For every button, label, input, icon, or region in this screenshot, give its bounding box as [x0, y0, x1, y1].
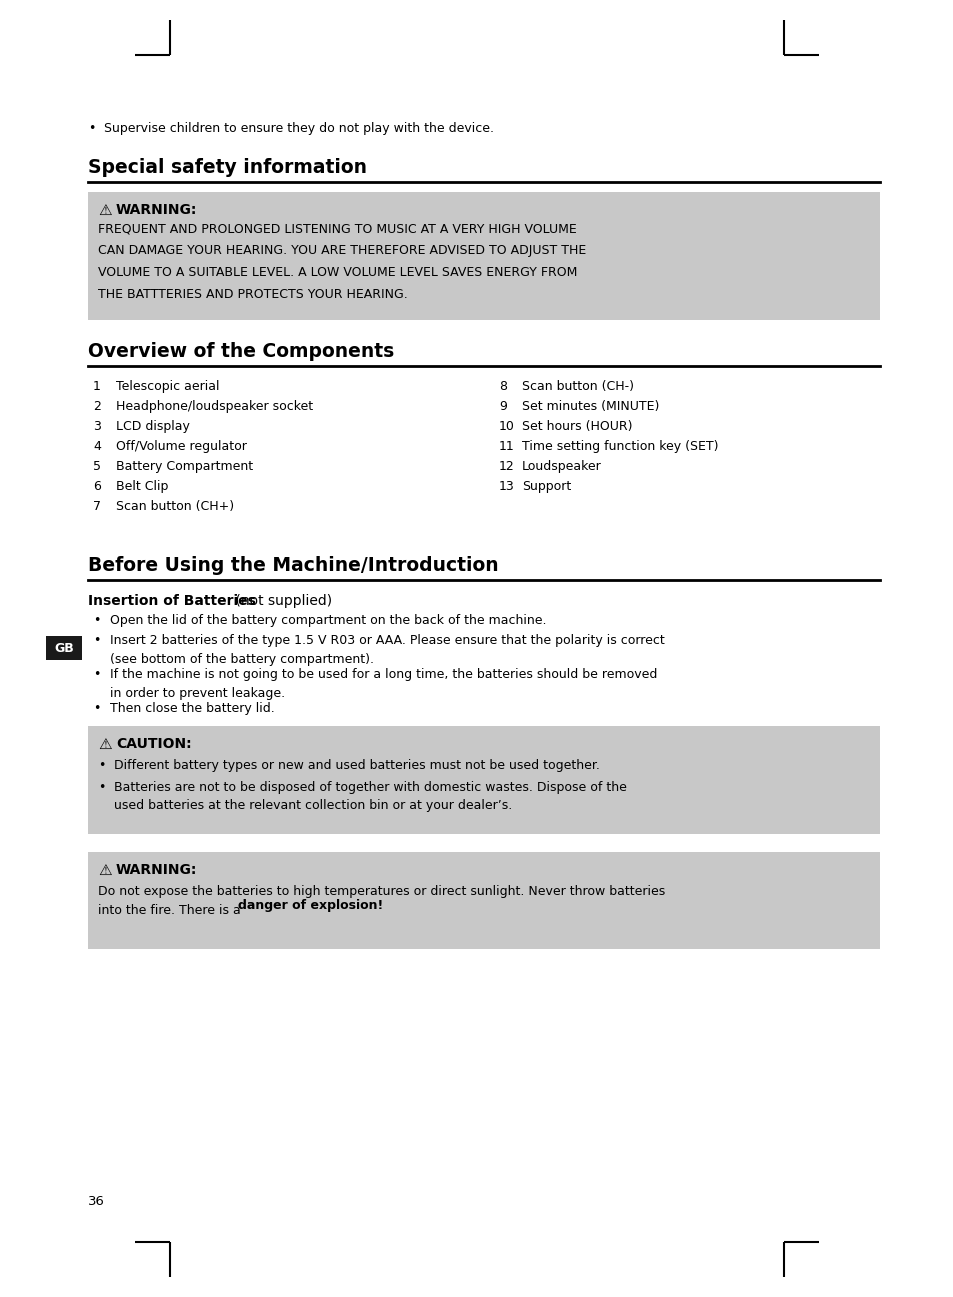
Text: Off/Volume regulator: Off/Volume regulator: [116, 440, 247, 453]
Text: Do not expose the batteries to high temperatures or direct sunlight. Never throw: Do not expose the batteries to high temp…: [98, 885, 664, 917]
Bar: [46, 636, 82, 660]
Text: 5: 5: [92, 460, 101, 473]
Text: 8: 8: [498, 380, 506, 393]
Text: CAUTION:: CAUTION:: [116, 737, 192, 751]
Text: If the machine is not going to be used for a long time, the batteries should be : If the machine is not going to be used f…: [110, 668, 657, 699]
Text: 9: 9: [498, 399, 506, 412]
Text: 6: 6: [92, 480, 101, 493]
Text: Different battery types or new and used batteries must not be used together.: Different battery types or new and used …: [113, 759, 599, 772]
Text: Set minutes (MINUTE): Set minutes (MINUTE): [521, 399, 659, 412]
Text: 13: 13: [498, 480, 515, 493]
Text: Supervise children to ensure they do not play with the device.: Supervise children to ensure they do not…: [104, 122, 494, 135]
Text: 1: 1: [92, 380, 101, 393]
Text: Time setting function key (SET): Time setting function key (SET): [521, 440, 718, 453]
Text: Loudspeaker: Loudspeaker: [521, 460, 601, 473]
Text: WARNING:: WARNING:: [116, 863, 197, 877]
Text: •: •: [92, 613, 100, 626]
Text: CAN DAMAGE YOUR HEARING. YOU ARE THEREFORE ADVISED TO ADJUST THE: CAN DAMAGE YOUR HEARING. YOU ARE THEREFO…: [98, 244, 586, 257]
Text: Headphone/loudspeaker socket: Headphone/loudspeaker socket: [116, 399, 313, 412]
Text: FREQUENT AND PROLONGED LISTENING TO MUSIC AT A VERY HIGH VOLUME: FREQUENT AND PROLONGED LISTENING TO MUSI…: [98, 222, 577, 235]
Text: LCD display: LCD display: [116, 420, 190, 433]
Text: 7: 7: [92, 501, 101, 514]
Text: Telescopic aerial: Telescopic aerial: [116, 380, 219, 393]
Text: 12: 12: [498, 460, 515, 473]
Text: Overview of the Components: Overview of the Components: [88, 342, 394, 361]
Text: (not supplied): (not supplied): [231, 594, 332, 608]
Text: THE BATTTERIES AND PROTECTS YOUR HEARING.: THE BATTTERIES AND PROTECTS YOUR HEARING…: [98, 288, 407, 301]
Text: danger of explosion!: danger of explosion!: [238, 899, 383, 912]
Text: Set hours (HOUR): Set hours (HOUR): [521, 420, 632, 433]
Text: Open the lid of the battery compartment on the back of the machine.: Open the lid of the battery compartment …: [110, 613, 546, 626]
Text: Battery Compartment: Battery Compartment: [116, 460, 253, 473]
Text: •: •: [88, 122, 95, 135]
Text: •: •: [92, 634, 100, 647]
Text: Scan button (CH+): Scan button (CH+): [116, 501, 233, 514]
Text: 4: 4: [92, 440, 101, 453]
Bar: [88, 852, 879, 949]
Text: 2: 2: [92, 399, 101, 412]
Text: WARNING:: WARNING:: [116, 204, 197, 217]
Text: Support: Support: [521, 480, 571, 493]
Text: •: •: [98, 781, 105, 794]
Bar: [88, 192, 879, 320]
Text: Insertion of Batteries: Insertion of Batteries: [88, 594, 255, 608]
Text: ⚠: ⚠: [98, 737, 112, 752]
Text: •: •: [98, 759, 105, 772]
Text: Belt Clip: Belt Clip: [116, 480, 168, 493]
Text: •: •: [92, 702, 100, 715]
Text: ⚠: ⚠: [98, 204, 112, 218]
Text: 10: 10: [498, 420, 515, 433]
Text: •: •: [92, 668, 100, 681]
Text: VOLUME TO A SUITABLE LEVEL. A LOW VOLUME LEVEL SAVES ENERGY FROM: VOLUME TO A SUITABLE LEVEL. A LOW VOLUME…: [98, 266, 577, 279]
Text: Then close the battery lid.: Then close the battery lid.: [110, 702, 274, 715]
Text: Special safety information: Special safety information: [88, 158, 367, 176]
Text: Scan button (CH-): Scan button (CH-): [521, 380, 634, 393]
Text: 36: 36: [88, 1195, 105, 1208]
Text: GB: GB: [54, 642, 73, 655]
Text: 3: 3: [92, 420, 101, 433]
Text: Batteries are not to be disposed of together with domestic wastes. Dispose of th: Batteries are not to be disposed of toge…: [113, 781, 626, 812]
Text: 11: 11: [498, 440, 515, 453]
Text: ⚠: ⚠: [98, 863, 112, 878]
Text: Insert 2 batteries of the type 1.5 V R03 or AAA. Please ensure that the polarity: Insert 2 batteries of the type 1.5 V R03…: [110, 634, 664, 665]
Text: Before Using the Machine/Introduction: Before Using the Machine/Introduction: [88, 556, 498, 575]
Bar: [88, 726, 879, 834]
